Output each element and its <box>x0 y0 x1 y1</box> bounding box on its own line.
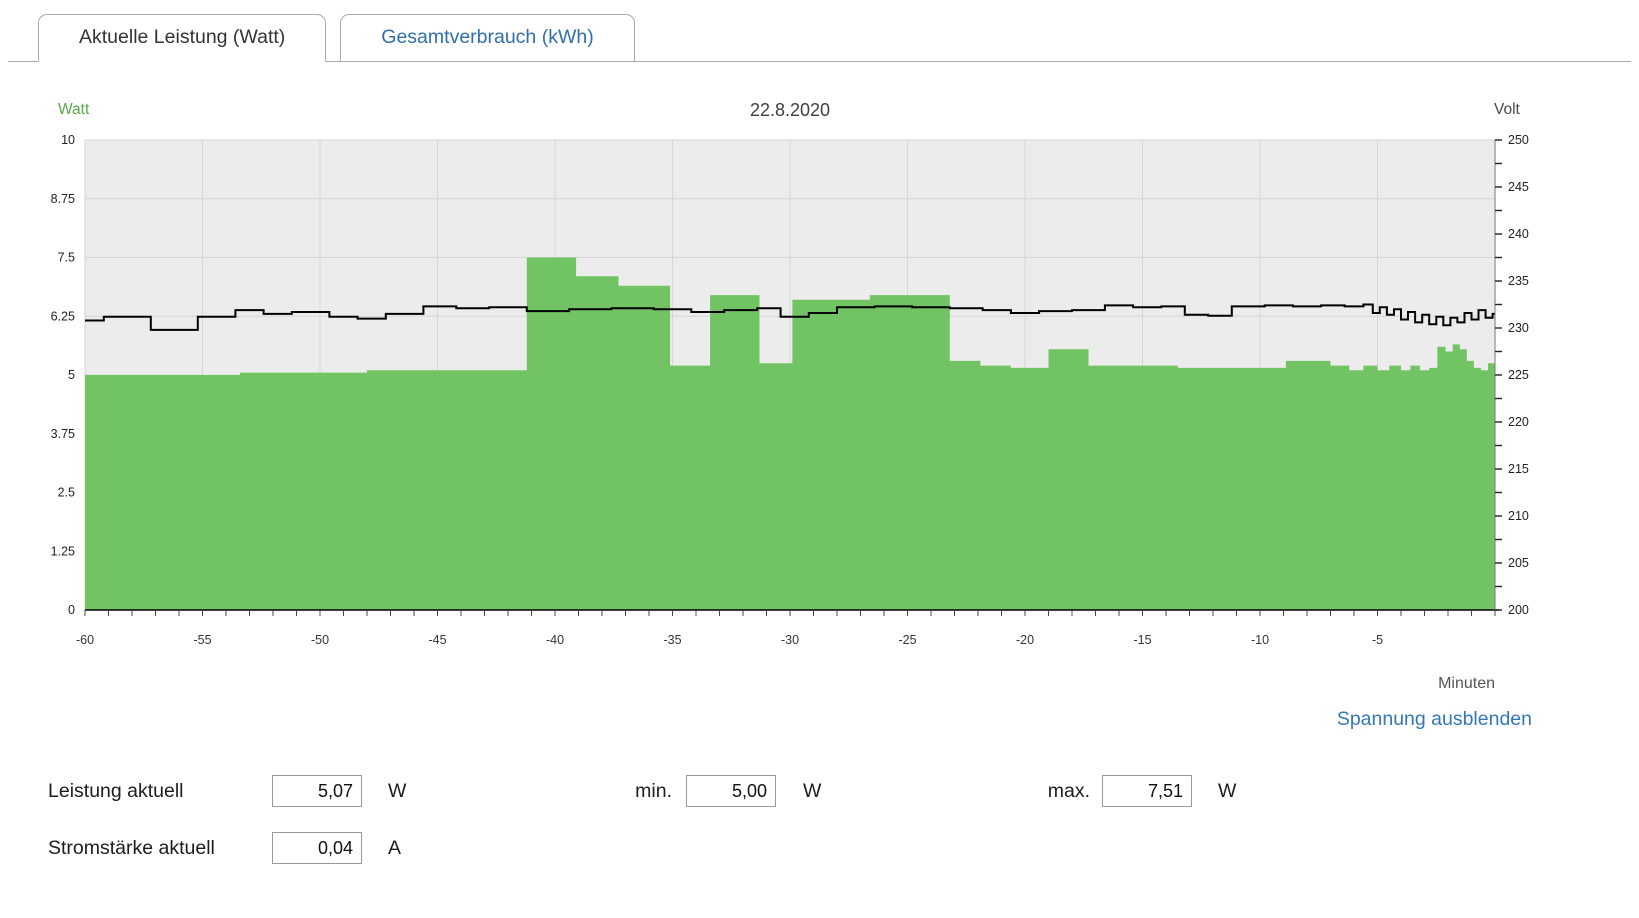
power-current-input[interactable] <box>272 775 362 807</box>
amperage-current-label: Stromstärke aktuell <box>48 837 215 859</box>
amperage-current-unit: A <box>388 837 402 859</box>
power-max-unit: W <box>1218 780 1237 802</box>
right-tick-label: 210 <box>1508 509 1529 523</box>
right-tick-label: 245 <box>1508 180 1529 194</box>
right-tick-label: 200 <box>1508 603 1529 617</box>
right-axis-title: Volt <box>1494 101 1520 118</box>
right-tick-label: 220 <box>1508 415 1529 429</box>
x-tick-label: -50 <box>311 633 329 647</box>
power-min-input[interactable] <box>686 775 776 807</box>
tab-current-power-label: Aktuelle Leistung (Watt) <box>79 26 286 48</box>
tab-total-consumption-label: Gesamtverbrauch (kWh) <box>381 26 594 48</box>
left-tick-label: 10 <box>61 133 75 147</box>
voltage-line-series <box>85 303 1495 331</box>
x-tick-label: -30 <box>781 633 799 647</box>
x-tick-label: -55 <box>193 633 211 647</box>
right-tick-label: 205 <box>1508 556 1529 570</box>
tab-current-power[interactable]: Aktuelle Leistung (Watt) <box>38 14 327 62</box>
power-min-label: min. <box>635 780 672 802</box>
left-tick-label: 7.5 <box>58 251 75 265</box>
right-tick-label: 230 <box>1508 321 1529 335</box>
x-tick-label: -20 <box>1016 633 1034 647</box>
power-current-label: Leistung aktuell <box>48 780 184 802</box>
x-tick-label: -35 <box>663 633 681 647</box>
left-tick-label: 8.75 <box>51 192 75 206</box>
power-min-unit: W <box>803 780 822 802</box>
x-tick-label: -5 <box>1372 633 1383 647</box>
power-max-input[interactable] <box>1102 775 1192 807</box>
right-tick-label: 240 <box>1508 227 1529 241</box>
power-voltage-chart: -60 -55 -50 -45 -40 -35 -30 -25 -20 -15 -10 -501.25… <box>51 133 1529 647</box>
x-tick-label: -15 <box>1133 633 1151 647</box>
x-tick-label: -60 <box>76 633 94 647</box>
x-tick-label: -45 <box>428 633 446 647</box>
x-tick-label: -25 <box>898 633 916 647</box>
right-tick-label: 250 <box>1508 133 1529 147</box>
chart-date-title: 22.8.2020 <box>749 100 831 120</box>
left-tick-label: 0 <box>68 603 75 617</box>
tab-bar: Aktuelle Leistung (Watt) Gesamtverbrauch… <box>8 14 1631 62</box>
right-tick-label: 235 <box>1508 274 1529 288</box>
x-tick-label: -40 <box>546 633 564 647</box>
left-tick-label: 3.75 <box>51 427 75 441</box>
x-axis-title: Minuten <box>1438 675 1495 692</box>
left-tick-label: 6.25 <box>51 309 75 323</box>
right-tick-label: 225 <box>1508 368 1529 382</box>
x-tick-label: -10 <box>1251 633 1269 647</box>
left-tick-label: 1.25 <box>51 544 75 558</box>
power-chart-panel: -60 -55 -50 -45 -40 -35 -30 -25 -20 -15 -10 -5 0 1.25… <box>30 90 1610 700</box>
amperage-current-input[interactable] <box>272 832 362 864</box>
left-tick-label: 2.5 <box>58 486 75 500</box>
right-tick-label: 215 <box>1508 462 1529 476</box>
left-axis-title: Watt <box>58 101 90 118</box>
hide-voltage-link[interactable]: Spannung ausblenden <box>1336 708 1532 730</box>
power-max-label: max. <box>1047 780 1090 802</box>
power-current-unit: W <box>388 780 407 802</box>
left-tick-label: 5 <box>68 368 75 382</box>
power-area-series <box>85 257 1495 610</box>
tab-total-consumption[interactable]: Gesamtverbrauch (kWh) <box>340 14 635 62</box>
